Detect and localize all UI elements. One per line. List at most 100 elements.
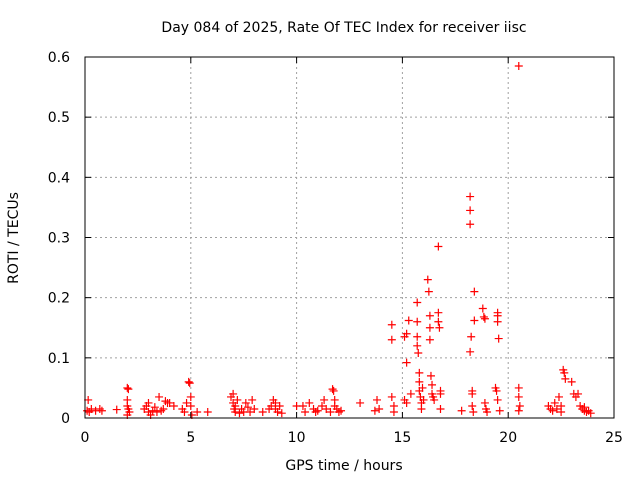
data-point: [370, 406, 379, 415]
data-point: [495, 406, 504, 415]
data-point: [434, 242, 443, 251]
data-point: [586, 409, 595, 418]
data-point: [574, 389, 583, 398]
data-point: [413, 332, 422, 341]
data-point: [184, 377, 193, 386]
data-point: [150, 403, 159, 412]
data-point: [404, 316, 413, 325]
data-point: [87, 404, 96, 413]
data-point: [493, 317, 502, 326]
data-point: [246, 407, 255, 416]
y-axis-label: ROTI / TECUs: [6, 192, 22, 284]
data-point: [480, 398, 489, 407]
data-point: [478, 304, 487, 313]
data-point: [434, 308, 443, 317]
data-point: [112, 405, 121, 414]
data-point: [413, 317, 422, 326]
ticks-layer: 0 5 10 15 20 25 0 0.1 0.2 0.3 0.4 0.5 0.6: [48, 50, 623, 446]
data-point: [425, 323, 434, 332]
data-point: [466, 192, 475, 201]
data-point: [275, 401, 284, 410]
x-tick-label: 10: [288, 430, 306, 446]
data-point: [123, 383, 132, 392]
data-point: [425, 311, 434, 320]
x-tick-label: 15: [393, 430, 411, 446]
data-point: [305, 398, 314, 407]
data-point: [415, 377, 424, 386]
data-point: [241, 398, 250, 407]
data-point: [243, 403, 252, 412]
data-point: [435, 323, 444, 332]
data-point: [250, 404, 259, 413]
data-point: [387, 320, 396, 329]
data-point: [514, 383, 523, 392]
data-point: [418, 383, 427, 392]
data-point: [267, 401, 276, 410]
data-point: [470, 287, 479, 296]
y-tick-label: 0.3: [48, 231, 70, 247]
data-point: [152, 407, 161, 416]
data-point: [423, 275, 432, 284]
x-tick-label: 0: [81, 430, 90, 446]
data-point: [328, 385, 337, 394]
data-point: [561, 374, 570, 383]
data-point: [469, 407, 478, 416]
y-tick-label: 0.4: [48, 170, 70, 186]
data-point: [298, 401, 307, 410]
data-point: [193, 407, 202, 416]
data-point: [466, 347, 475, 356]
data-point: [428, 380, 437, 389]
data-point: [301, 407, 310, 416]
data-point: [248, 395, 257, 404]
data-point: [580, 403, 589, 412]
data-point: [169, 401, 178, 410]
data-point: [273, 407, 282, 416]
data-point: [389, 407, 398, 416]
data-point: [165, 398, 174, 407]
y-tick-label: 0.1: [48, 351, 70, 367]
data-point: [402, 398, 411, 407]
data-point: [180, 407, 189, 416]
data-point: [514, 62, 523, 71]
data-point: [557, 407, 566, 416]
data-point: [419, 395, 428, 404]
x-tick-label: 20: [499, 430, 517, 446]
data-point: [424, 287, 433, 296]
data-point: [548, 406, 557, 415]
data-point: [413, 298, 422, 307]
data-point: [337, 406, 346, 415]
data-point: [483, 407, 492, 416]
data-point: [235, 409, 244, 418]
data-point: [414, 349, 423, 358]
data-point: [514, 392, 523, 401]
data-point: [97, 406, 106, 415]
data-point: [356, 398, 365, 407]
data-point: [470, 316, 479, 325]
data-point: [436, 404, 445, 413]
y-tick-label: 0: [61, 411, 70, 427]
data-point: [430, 395, 439, 404]
data-point: [203, 407, 212, 416]
data-point: [277, 409, 286, 418]
data-point: [514, 406, 523, 415]
data-point: [436, 389, 445, 398]
x-tick-label: 5: [186, 430, 195, 446]
data-point: [229, 389, 238, 398]
data-point: [317, 401, 326, 410]
data-point: [493, 395, 502, 404]
data-point: [417, 404, 426, 413]
data-point: [375, 404, 384, 413]
data-point: [515, 401, 524, 410]
data-point: [550, 398, 559, 407]
data-point: [425, 335, 434, 344]
data-point: [144, 398, 153, 407]
data-point: [326, 407, 335, 416]
data-point: [186, 392, 195, 401]
data-point: [185, 379, 194, 388]
y-tick-label: 0.5: [48, 110, 70, 126]
data-point: [329, 386, 338, 395]
data-point: [124, 385, 133, 394]
data-point: [159, 404, 168, 413]
